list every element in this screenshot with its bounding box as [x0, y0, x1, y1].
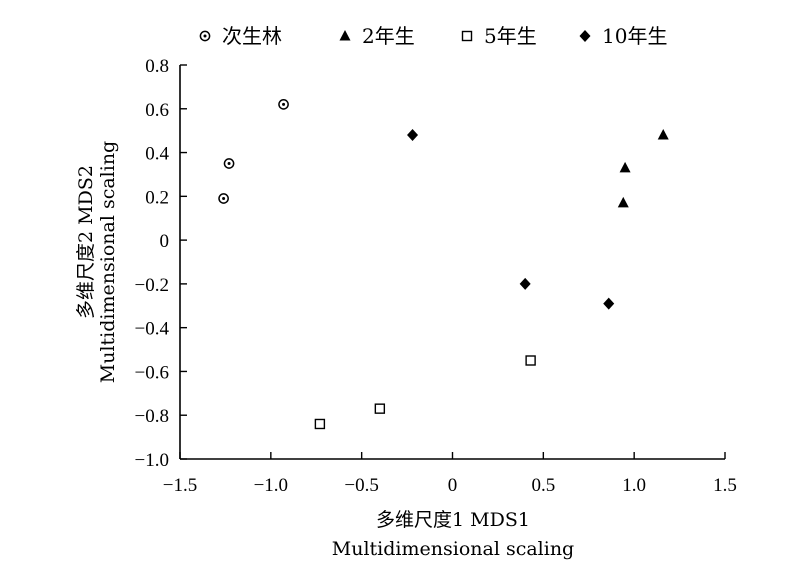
data-point-triangle	[617, 196, 629, 208]
marker-diamond	[603, 297, 615, 310]
legend-marker-diamond	[579, 30, 591, 42]
legend-label: 2年生	[362, 24, 415, 48]
data-points	[218, 99, 669, 430]
y-tick-label: 0.4	[145, 144, 169, 165]
x-tick-label: −1.5	[163, 475, 197, 496]
data-point-circle-dot	[218, 193, 229, 204]
legend-item: 次生林	[199, 24, 282, 48]
x-axis-ticks: −1.5 −1.0 −0.5 0 0.5 1.0 1.5	[163, 452, 737, 496]
y-tick-label: −0.6	[135, 362, 169, 383]
x-tick-label: −1.0	[254, 475, 288, 496]
legend-label: 次生林	[222, 24, 282, 48]
y-axis-title-line2: Multidimensional scaling	[97, 141, 119, 383]
data-point-square-open	[525, 355, 536, 366]
x-tick-label: 1.5	[713, 475, 737, 496]
marker-triangle	[619, 161, 631, 173]
data-point-circle-dot	[223, 158, 235, 169]
legend-marker-square-open	[461, 30, 473, 42]
marker-diamond	[519, 277, 531, 290]
y-tick-label: −0.4	[135, 319, 170, 340]
data-point-square-open	[374, 403, 386, 414]
legend: 次生林 2年生 5年生 10年生	[199, 24, 667, 48]
marker-dot	[282, 102, 286, 106]
y-tick-label: 0.6	[145, 100, 169, 121]
legend-item: 2年生	[339, 24, 415, 48]
y-tick-label: −0.2	[135, 275, 169, 296]
data-point-diamond	[603, 297, 615, 310]
x-tick-label: 0.5	[531, 475, 555, 496]
data-point-triangle	[657, 129, 669, 140]
data-point-diamond	[407, 129, 419, 142]
legend-item: 5年生	[461, 24, 537, 48]
legend-marker-circle-dot	[199, 30, 211, 42]
axes	[179, 65, 725, 460]
marker-square	[314, 418, 326, 430]
x-tick-label: −0.5	[344, 475, 378, 496]
y-tick-label: −0.8	[135, 406, 169, 427]
data-point-triangle	[619, 161, 631, 173]
marker-square	[461, 30, 473, 42]
y-tick-label: 0	[160, 231, 170, 252]
y-axis-ticks: 0.8 0.6 0.4 0.2 0 −0.2 −0.4 −0.6 −0.8 −1.0	[135, 56, 187, 471]
marker-dot	[203, 34, 207, 38]
y-axis-title-line1: 多维尺度2 MDS2	[75, 165, 97, 319]
data-point-square-open	[314, 418, 326, 430]
x-axis-title-line2: Multidimensional scaling	[332, 538, 574, 560]
marker-dot	[227, 162, 231, 165]
data-point-diamond	[519, 277, 531, 290]
legend-marker-triangle	[339, 30, 351, 41]
y-tick-label: −1.0	[135, 450, 169, 471]
marker-triangle	[339, 30, 351, 41]
legend-label: 10年生	[602, 24, 667, 48]
x-tick-label: 1.0	[622, 475, 646, 496]
marker-square	[374, 403, 386, 414]
legend-item: 10年生	[579, 24, 667, 48]
y-tick-label: 0.2	[145, 187, 169, 208]
marker-triangle	[657, 129, 669, 140]
marker-diamond	[407, 129, 419, 142]
marker-square	[525, 355, 536, 366]
data-point-circle-dot	[278, 99, 289, 110]
legend-label: 5年生	[484, 24, 537, 48]
marker-dot	[222, 197, 226, 201]
marker-triangle	[617, 196, 629, 208]
y-tick-label: 0.8	[145, 56, 169, 77]
x-tick-label: 0	[448, 475, 458, 496]
x-axis-title-line1: 多维尺度1 MDS1	[376, 509, 530, 531]
marker-diamond	[579, 30, 591, 42]
